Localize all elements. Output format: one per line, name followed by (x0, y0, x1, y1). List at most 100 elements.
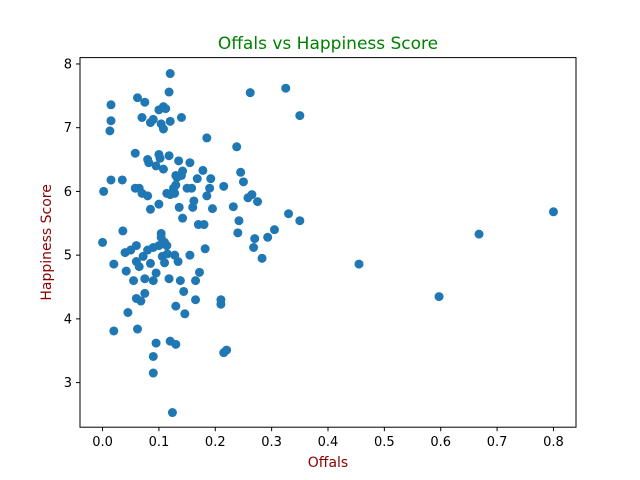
data-point-37 (145, 258, 155, 268)
data-point-71 (167, 408, 177, 418)
data-point-29 (140, 274, 150, 284)
y-tick-label-1: 4 (64, 312, 72, 327)
data-point-97 (191, 295, 201, 305)
data-point-89 (180, 309, 190, 319)
data-point-117 (234, 216, 244, 226)
data-point-23 (134, 262, 144, 272)
data-point-41 (148, 351, 158, 361)
x-tick-label-5: 0.5 (374, 435, 395, 450)
data-point-59 (160, 258, 170, 268)
y-tick-label-3: 6 (64, 185, 72, 200)
data-point-82 (174, 202, 184, 212)
data-point-12 (123, 308, 133, 317)
data-point-127 (263, 232, 273, 242)
data-point-111 (219, 181, 229, 191)
y-tick-label-0: 3 (64, 376, 72, 391)
data-point-123 (249, 243, 259, 252)
data-point-121 (245, 88, 255, 98)
data-point-113 (222, 345, 232, 355)
y-axis-label: Happiness Score (39, 184, 55, 301)
data-point-42 (148, 368, 158, 378)
data-point-126 (257, 253, 267, 263)
x-tick-label-8: 0.8 (543, 435, 564, 450)
data-point-63 (162, 249, 172, 259)
data-point-80 (173, 257, 183, 267)
data-point-0 (106, 100, 116, 110)
data-point-64 (164, 87, 174, 97)
chart-title: Offals vs Happiness Score (218, 34, 438, 54)
points-layer (98, 69, 558, 418)
data-point-48 (154, 199, 164, 209)
data-point-57 (158, 164, 168, 174)
data-point-125 (253, 197, 263, 207)
data-point-132 (295, 216, 305, 226)
data-point-11 (121, 266, 131, 276)
y-tick-label-2: 5 (64, 249, 72, 264)
data-point-116 (233, 228, 243, 238)
data-point-20 (132, 324, 142, 334)
x-tick-label-2: 0.2 (205, 435, 226, 450)
data-point-130 (284, 209, 294, 219)
x-tick-label-4: 0.4 (318, 435, 339, 450)
data-point-67 (165, 69, 175, 79)
data-point-44 (151, 161, 161, 171)
data-point-73 (170, 188, 180, 198)
data-point-106 (205, 183, 215, 193)
data-point-9 (118, 226, 128, 236)
data-point-131 (295, 111, 305, 121)
data-point-62 (162, 241, 172, 251)
data-point-4 (106, 175, 116, 185)
data-point-81 (174, 156, 184, 166)
data-point-119 (238, 177, 248, 187)
data-point-16 (130, 148, 140, 158)
data-point-134 (434, 292, 444, 302)
data-point-96 (191, 276, 201, 286)
data-point-129 (281, 83, 291, 93)
data-point-87 (178, 213, 188, 223)
x-axis-label: Offals (308, 455, 348, 471)
data-point-7 (109, 259, 119, 269)
data-point-3 (99, 186, 109, 196)
data-point-24 (136, 296, 146, 306)
data-point-77 (171, 301, 181, 311)
x-tick-label-7: 0.7 (487, 435, 508, 450)
data-point-92 (185, 250, 195, 260)
x-tick-label-3: 0.3 (261, 435, 282, 450)
data-point-6 (98, 237, 108, 247)
data-point-56 (158, 124, 168, 134)
data-point-91 (185, 158, 195, 168)
data-point-93 (187, 183, 197, 193)
data-point-68 (165, 116, 175, 126)
data-point-50 (155, 153, 165, 163)
data-point-114 (228, 202, 238, 212)
data-point-36 (145, 204, 155, 214)
data-point-84 (176, 113, 186, 122)
data-point-76 (171, 180, 181, 190)
data-point-27 (138, 251, 148, 261)
y-axis-ticks: 3 4 5 6 7 8 (64, 57, 80, 391)
data-point-83 (175, 276, 185, 286)
data-point-128 (269, 225, 279, 235)
data-point-118 (236, 167, 246, 177)
x-axis-ticks: 0.0 0.1 0.2 0.3 0.4 0.5 0.6 0.7 0.8 (92, 427, 564, 450)
data-point-65 (164, 151, 174, 161)
data-point-107 (206, 174, 216, 184)
data-point-102 (199, 220, 209, 230)
plot-frame (79, 57, 577, 428)
data-point-95 (189, 196, 199, 206)
data-point-124 (250, 234, 260, 244)
data-point-5 (117, 175, 127, 185)
data-point-2 (105, 126, 115, 136)
data-point-133 (354, 259, 364, 269)
data-point-34 (144, 158, 154, 168)
data-point-8 (109, 326, 119, 336)
data-point-17 (131, 241, 141, 251)
data-point-60 (161, 104, 171, 114)
data-point-115 (232, 142, 242, 152)
x-tick-label-1: 0.1 (149, 435, 170, 450)
data-point-101 (198, 165, 208, 175)
data-point-45 (151, 268, 161, 278)
y-tick-label-4: 7 (64, 121, 72, 136)
data-point-86 (178, 166, 188, 176)
